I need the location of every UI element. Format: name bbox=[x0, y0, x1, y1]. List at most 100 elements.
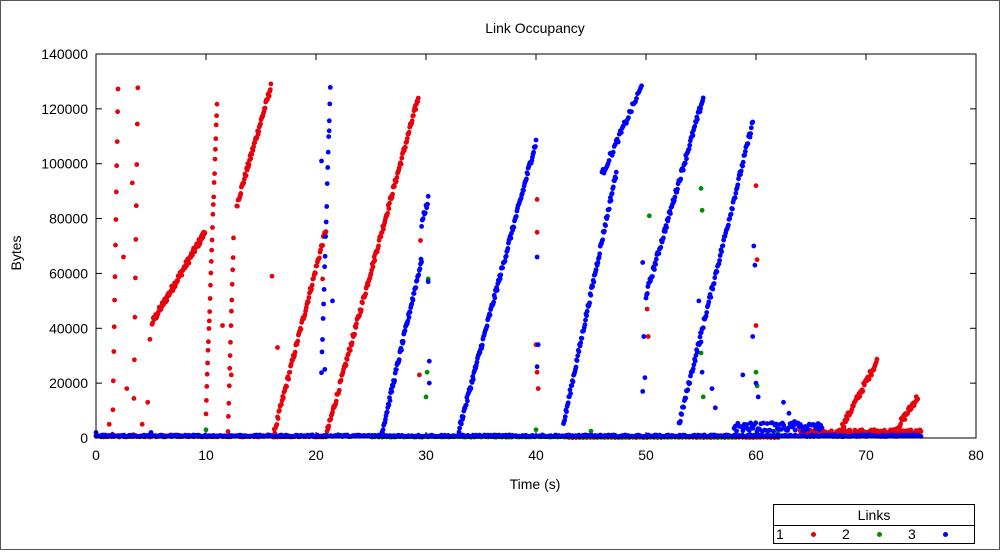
series-1-point bbox=[121, 254, 126, 260]
series-3-point bbox=[533, 144, 538, 149]
series-3-point bbox=[148, 430, 154, 435]
series-3-point bbox=[525, 171, 530, 177]
x-tick-label: 10 bbox=[198, 447, 214, 463]
series-3-point bbox=[735, 182, 741, 188]
series-3-point bbox=[323, 234, 328, 240]
series-1-point bbox=[145, 399, 151, 405]
series-1-point bbox=[535, 386, 541, 391]
data-points bbox=[93, 81, 924, 441]
series-1-point bbox=[228, 323, 234, 328]
series-3-point bbox=[711, 281, 717, 286]
series-3-point bbox=[405, 318, 411, 324]
series-3-point bbox=[326, 134, 332, 140]
series-1-point bbox=[175, 278, 181, 284]
series-3-point bbox=[692, 123, 698, 129]
legend-entry-1-label: 1 bbox=[776, 526, 784, 542]
series-3-point bbox=[605, 213, 610, 219]
series-3-point bbox=[390, 383, 396, 389]
series-1-point bbox=[318, 247, 324, 253]
series-1-point bbox=[250, 147, 256, 153]
x-tick-label: 30 bbox=[418, 447, 434, 463]
series-1-point bbox=[132, 357, 137, 363]
series-3-point bbox=[684, 156, 689, 162]
series-3-point bbox=[699, 369, 705, 375]
series-3-point bbox=[703, 313, 709, 319]
series-1-point bbox=[317, 255, 322, 261]
series-3-point bbox=[653, 261, 658, 267]
x-tick-label: 50 bbox=[638, 447, 654, 463]
series-3-point bbox=[597, 251, 603, 257]
series-3-point bbox=[639, 83, 644, 89]
series-3-point bbox=[521, 187, 526, 193]
series-1-point bbox=[869, 372, 874, 378]
series-3-point bbox=[685, 387, 691, 393]
y-tick-label: 40000 bbox=[49, 320, 88, 336]
series-1-point bbox=[399, 155, 405, 161]
series-3-point bbox=[792, 419, 797, 424]
legend-entry-2-marker bbox=[877, 532, 882, 537]
series-3-point bbox=[425, 279, 431, 285]
series-1-point bbox=[192, 249, 198, 255]
series-3-point bbox=[668, 211, 673, 216]
series-1-point bbox=[164, 297, 170, 303]
series-3-point bbox=[484, 323, 490, 329]
series-3-point bbox=[326, 118, 332, 124]
series-1-point bbox=[112, 274, 118, 280]
series-3-point bbox=[321, 287, 327, 292]
series-3-point bbox=[569, 383, 575, 388]
series-1-point bbox=[133, 275, 138, 281]
series-3-point bbox=[666, 215, 671, 221]
series-3-point bbox=[602, 228, 607, 234]
series-3-point bbox=[719, 249, 724, 255]
series-3-point bbox=[721, 237, 726, 243]
series-3-point bbox=[641, 334, 647, 339]
series-1-point bbox=[206, 326, 212, 331]
series-3-point bbox=[709, 386, 715, 391]
series-3-point bbox=[714, 269, 720, 274]
series-3-point bbox=[613, 175, 619, 181]
series-3-point bbox=[694, 349, 700, 355]
series-1-point bbox=[204, 398, 209, 403]
series-1-point bbox=[330, 409, 335, 415]
series-3-point bbox=[692, 358, 698, 364]
series-3-point bbox=[661, 235, 666, 241]
series-3-point bbox=[644, 291, 650, 296]
series-3-point bbox=[320, 337, 325, 342]
series-1-point bbox=[287, 369, 293, 375]
series-3-point bbox=[738, 168, 744, 174]
series-3-point bbox=[717, 258, 722, 263]
series-3-point bbox=[320, 316, 326, 321]
series-3-point bbox=[712, 405, 718, 411]
series-3-point bbox=[323, 219, 329, 225]
series-1-point bbox=[228, 372, 234, 378]
series-1-point bbox=[139, 421, 145, 427]
series-3-point bbox=[755, 394, 761, 400]
series-3-point bbox=[535, 342, 541, 348]
legend-entry-2-label: 2 bbox=[842, 526, 850, 542]
series-2-point bbox=[753, 369, 759, 375]
series-3-point bbox=[742, 152, 747, 158]
series-1-point bbox=[753, 323, 759, 328]
series-1-point bbox=[111, 349, 117, 354]
series-1-point bbox=[115, 109, 120, 115]
series-1-point bbox=[209, 237, 215, 243]
series-3-point bbox=[801, 428, 807, 434]
series-1-point bbox=[534, 369, 540, 375]
series-1-point bbox=[208, 259, 214, 264]
series-3-point bbox=[400, 339, 406, 344]
series-1-point bbox=[204, 384, 210, 389]
series-1-point bbox=[225, 429, 231, 434]
series-1-point bbox=[275, 416, 281, 421]
series-1-point bbox=[266, 93, 272, 99]
series-3-point bbox=[792, 427, 798, 433]
series-3-point bbox=[656, 251, 662, 256]
series-3-point bbox=[696, 298, 702, 304]
series-1-point bbox=[298, 326, 304, 332]
series-3-point bbox=[534, 364, 540, 370]
series-1-point bbox=[281, 395, 286, 401]
series-3-point bbox=[319, 370, 324, 376]
series-3-point bbox=[498, 272, 504, 278]
series-1-point bbox=[279, 402, 284, 407]
series-3-point bbox=[567, 387, 573, 393]
series-1-point bbox=[114, 163, 120, 169]
